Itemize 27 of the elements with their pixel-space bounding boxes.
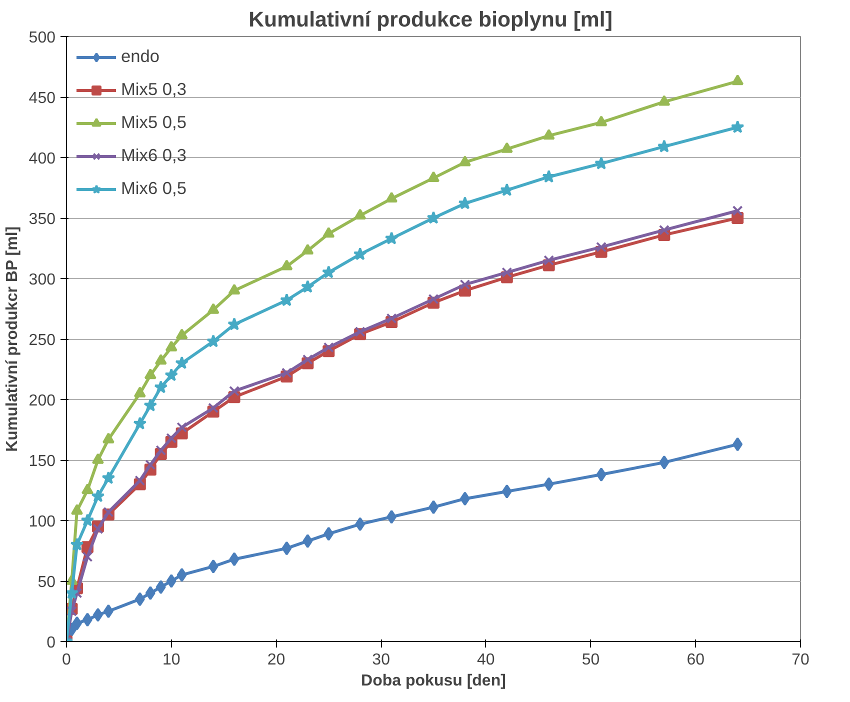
y-tick-label: 500 — [28, 30, 56, 46]
legend-label: Mix6 0,3 — [121, 145, 186, 166]
x-tick-label: 40 — [477, 652, 495, 668]
y-tick-label: 300 — [28, 272, 56, 288]
y-tick-label: 50 — [38, 574, 56, 591]
x-tick-label: 60 — [686, 652, 705, 668]
y-tick-label: 250 — [28, 332, 56, 349]
chart-title: Kumulativní produkce bioplynu [ml] — [248, 8, 612, 32]
y-tick-label: 350 — [28, 211, 56, 228]
legend-label: endo — [121, 46, 160, 67]
y-tick-label: 0 — [46, 634, 56, 652]
y-axis-title: Kumulativní produkcr BP [ml] — [4, 226, 21, 452]
x-tick-label: 50 — [582, 652, 600, 668]
y-tick-label: 200 — [28, 392, 56, 410]
x-tick-label: 10 — [162, 652, 180, 668]
legend-label: Mix6 0,5 — [121, 178, 186, 199]
legend-label: Mix5 0,5 — [121, 112, 186, 133]
legend-label: Mix5 0,3 — [121, 79, 186, 100]
y-tick-label: 450 — [28, 90, 56, 107]
y-tick-label: 400 — [28, 150, 56, 168]
y-tick-label: 150 — [28, 453, 56, 470]
x-tick-label: 20 — [267, 652, 286, 668]
y-tick-label: 100 — [28, 514, 56, 530]
x-tick-label: 30 — [372, 652, 390, 668]
x-tick-label: 70 — [792, 652, 810, 668]
x-axis-title: Doba pokusu [den] — [361, 672, 506, 690]
x-tick-label: 0 — [62, 652, 72, 668]
